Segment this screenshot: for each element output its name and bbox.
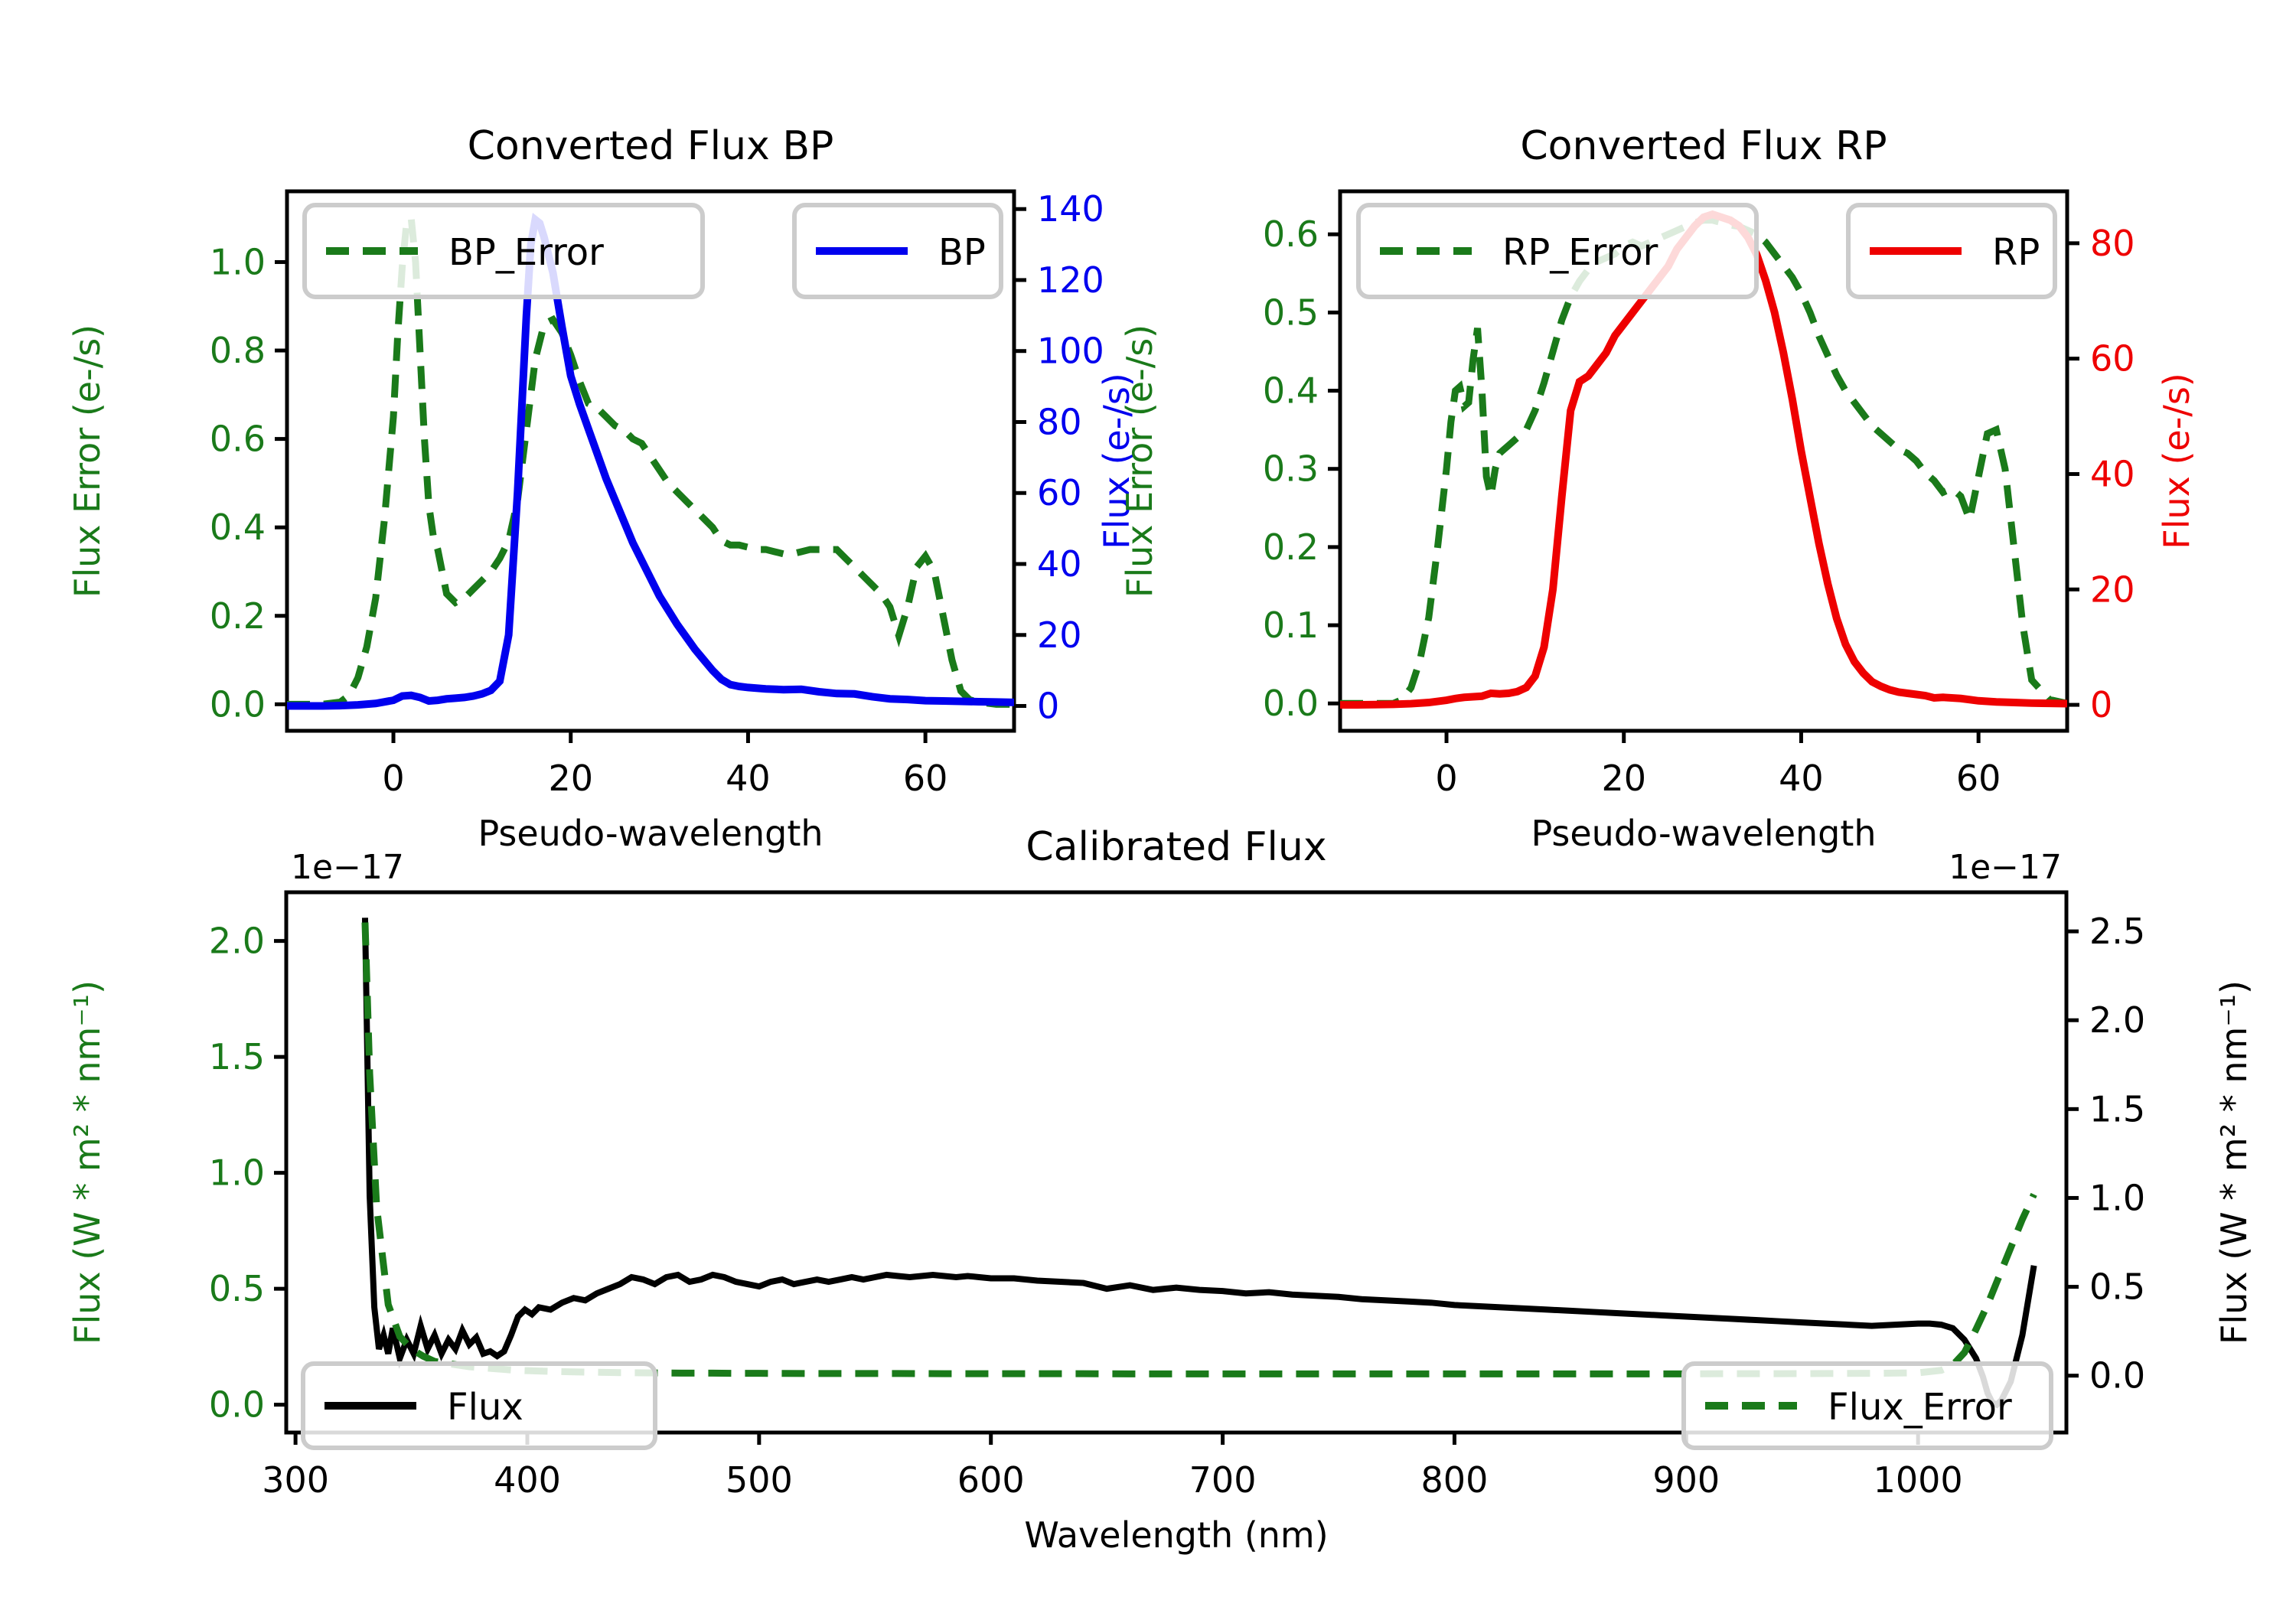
y-tick-label-right: 1.5 <box>2089 1088 2145 1129</box>
legend-label: BP_Error <box>448 231 604 274</box>
x-tick-label: 800 <box>1421 1459 1489 1501</box>
y-tick-label-left: 0.0 <box>209 1384 265 1426</box>
y-tick-label-right: 120 <box>1037 259 1104 301</box>
y-tick-label-left: 0.8 <box>210 330 266 371</box>
y-tick-label-right: 0 <box>2090 684 2112 725</box>
calibrated-flux-panel: Calibrated Flux 300 400 500 600 700 800 900 1000… <box>0 796 2296 1607</box>
x-tick-label: 600 <box>957 1459 1025 1501</box>
plot-frame <box>284 890 2069 1435</box>
chart-title: Converted Flux BP <box>468 123 834 169</box>
x-tick-label: 300 <box>262 1459 329 1501</box>
x-tick-label: 60 <box>903 758 948 799</box>
y-axis-offset-left: 1e−17 <box>291 848 404 887</box>
y-axis-label-left: Flux Error (e-/s) <box>1119 324 1160 598</box>
y-tick-label-left: 0.4 <box>1263 370 1319 412</box>
x-tick-label: 40 <box>1779 758 1824 799</box>
y-tick-label-right: 140 <box>1037 188 1104 230</box>
x-tick-label: 500 <box>726 1459 793 1501</box>
y-tick-label-right: 0 <box>1037 686 1059 727</box>
series-flux <box>361 918 2037 1409</box>
y-tick-label-right: 100 <box>1037 331 1104 372</box>
y-tick-label-left: 0.3 <box>1263 448 1319 490</box>
y-tick-label-right: 2.0 <box>2089 999 2145 1041</box>
x-tick-label: 900 <box>1652 1459 1720 1501</box>
y-axis-label-right: Flux (e-/s) <box>2156 373 2197 549</box>
legend-box <box>1681 1361 2053 1450</box>
y-tick-label-left: 0.2 <box>210 595 266 637</box>
y-axis-label-left: Flux Error (e-/s) <box>67 324 108 598</box>
x-tick-label: 40 <box>726 758 771 799</box>
y-tick-label-left: 1.5 <box>209 1036 265 1077</box>
converted-flux-rp-panel: Converted Flux RP 0 20 40 60 Pseudo-wavelengt… <box>1110 0 2296 854</box>
x-axis-label: Wavelength (nm) <box>1024 1514 1328 1556</box>
x-tick-label: 20 <box>1601 758 1646 799</box>
y-tick-label-left: 0.6 <box>1263 214 1319 255</box>
y-tick-label-right: 20 <box>2090 569 2135 610</box>
y-tick-label-right: 80 <box>2090 223 2135 264</box>
y-tick-label-left: 0.1 <box>1263 605 1319 646</box>
legend-label: RP <box>1992 231 2040 274</box>
legend-label: Flux <box>447 1386 523 1429</box>
y-tick-label-left: 0.5 <box>209 1268 265 1309</box>
chart-title: Converted Flux RP <box>1520 123 1887 169</box>
y-tick-label-left: 0.5 <box>1263 292 1319 333</box>
y-tick-label-left: 0.6 <box>210 419 266 460</box>
plot-frame <box>285 189 1016 733</box>
y-axis-label-right: Flux (e-/s) <box>1096 373 1137 549</box>
y-tick-label-right: 1.0 <box>2089 1177 2145 1218</box>
y-tick-label-left: 1.0 <box>210 241 266 282</box>
x-tick-label: 400 <box>494 1459 561 1501</box>
y-tick-label-right: 80 <box>1037 401 1082 442</box>
series-bp_error <box>287 210 1014 708</box>
x-axis-label: Pseudo-wavelength <box>1531 813 1876 854</box>
x-tick-label: 60 <box>1956 758 2001 799</box>
y-tick-label-left: 0.4 <box>210 507 266 548</box>
x-axis-label: Pseudo-wavelength <box>478 813 823 854</box>
legend-box <box>302 203 705 299</box>
y-tick-label-right: 0.5 <box>2089 1266 2145 1308</box>
x-tick-label: 20 <box>548 758 593 799</box>
y-axis-label-right: Flux (W * m² * nm⁻¹) <box>2213 980 2255 1345</box>
legend-label: RP_Error <box>1502 231 1658 274</box>
x-tick-label: 1000 <box>1874 1459 1963 1501</box>
y-tick-label-right: 40 <box>1037 543 1082 585</box>
plot-frame <box>1338 189 2069 733</box>
y-tick-label-left: 0.2 <box>1263 526 1319 568</box>
y-axis-label-left: Flux (W * m² * nm⁻¹) <box>67 980 108 1345</box>
y-tick-label-left: 0.0 <box>210 683 266 725</box>
legend-label: BP <box>938 231 986 274</box>
y-tick-label-left: 0.0 <box>1263 683 1319 724</box>
x-tick-label: 0 <box>1435 758 1457 799</box>
y-tick-label-left: 1.0 <box>209 1152 265 1194</box>
converted-flux-bp-panel: Converted Flux BP 0 20 40 60 Pseudo-wavelengt… <box>0 0 1148 854</box>
series-bp <box>287 212 1014 710</box>
y-tick-label-right: 2.5 <box>2089 911 2145 952</box>
x-tick-label: 700 <box>1189 1459 1257 1501</box>
series-flux_error <box>361 922 2037 1377</box>
chart-title: Calibrated Flux <box>1026 824 1326 870</box>
y-axis-offset-right: 1e−17 <box>1949 848 2062 887</box>
legend-box <box>301 1361 657 1450</box>
y-tick-label-right: 60 <box>2090 338 2135 380</box>
y-tick-label-right: 40 <box>2090 453 2135 494</box>
legend-label: Flux_Error <box>1828 1386 2012 1429</box>
y-tick-label-right: 20 <box>1037 614 1082 656</box>
y-tick-label-left: 2.0 <box>209 921 265 962</box>
x-tick-label: 0 <box>382 758 404 799</box>
y-tick-label-right: 0.0 <box>2089 1355 2145 1397</box>
y-tick-label-right: 60 <box>1037 472 1082 513</box>
legend-box <box>1356 203 1759 299</box>
